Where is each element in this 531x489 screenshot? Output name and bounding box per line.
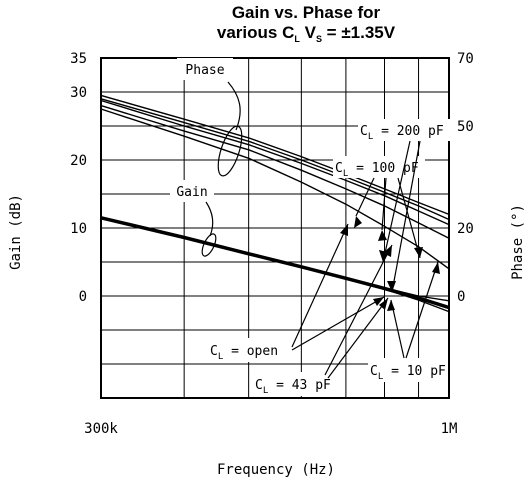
y2-tick-label: 20 (457, 221, 474, 237)
cl-200pf-label: CL = 200 pF (360, 124, 444, 142)
plot-frame (100, 57, 450, 399)
phase-curve (100, 104, 450, 239)
gain-curve (100, 217, 450, 313)
phase-leader (227, 81, 241, 131)
phase-label: Phase (185, 63, 224, 78)
cl-43pf-label: CL = 43 pF (255, 378, 331, 396)
y-axis-label: Gain (dB) (8, 194, 24, 270)
y-tick-label: 20 (70, 153, 87, 169)
leader-lines (291, 140, 439, 379)
right-tick-labels: 70 50 20 0 (457, 51, 474, 305)
x-axis-label: Frequency (Hz) (217, 462, 335, 478)
chart-title-line2: various CL VS = ±1.35V (217, 23, 396, 44)
y2-tick-label: 70 (457, 51, 474, 67)
y-tick-label: 0 (79, 289, 87, 305)
cl-10pf-label: CL = 10 pF (370, 364, 446, 382)
phase-curve (100, 108, 450, 270)
x-tick-1m: 1M (441, 421, 458, 437)
gain-bracket (201, 233, 217, 257)
grid-lines (101, 58, 449, 398)
y-tick-label: 30 (70, 85, 87, 101)
gain-leader (205, 201, 214, 237)
phase-bracket (217, 125, 243, 177)
series-layer (100, 94, 450, 313)
gain-curve (100, 216, 450, 310)
chart-title-line1: Gain vs. Phase for (232, 3, 381, 22)
phase-curve (100, 99, 450, 226)
y-tick-label: 10 (70, 221, 87, 237)
phase-curve (100, 98, 450, 221)
left-tick-labels: 35 30 20 10 0 (70, 51, 87, 305)
gain-label: Gain (176, 185, 207, 200)
y2-axis-label: Phase (°) (510, 204, 526, 280)
y2-tick-label: 0 (457, 289, 465, 305)
cl-open-label: CL = open (210, 344, 278, 362)
cl-100pf-label: CL = 100 pF (335, 161, 419, 179)
x-tick-300k: 300k (84, 421, 118, 437)
annotations (170, 58, 450, 396)
arrowheads (340, 216, 440, 311)
phase-curve (100, 94, 450, 216)
y2-tick-label: 50 (457, 119, 474, 135)
annotation-labels: Phase Gain CL = 200 pF CL = 100 pF CL = … (176, 63, 446, 396)
y-tick-label: 35 (70, 51, 87, 67)
